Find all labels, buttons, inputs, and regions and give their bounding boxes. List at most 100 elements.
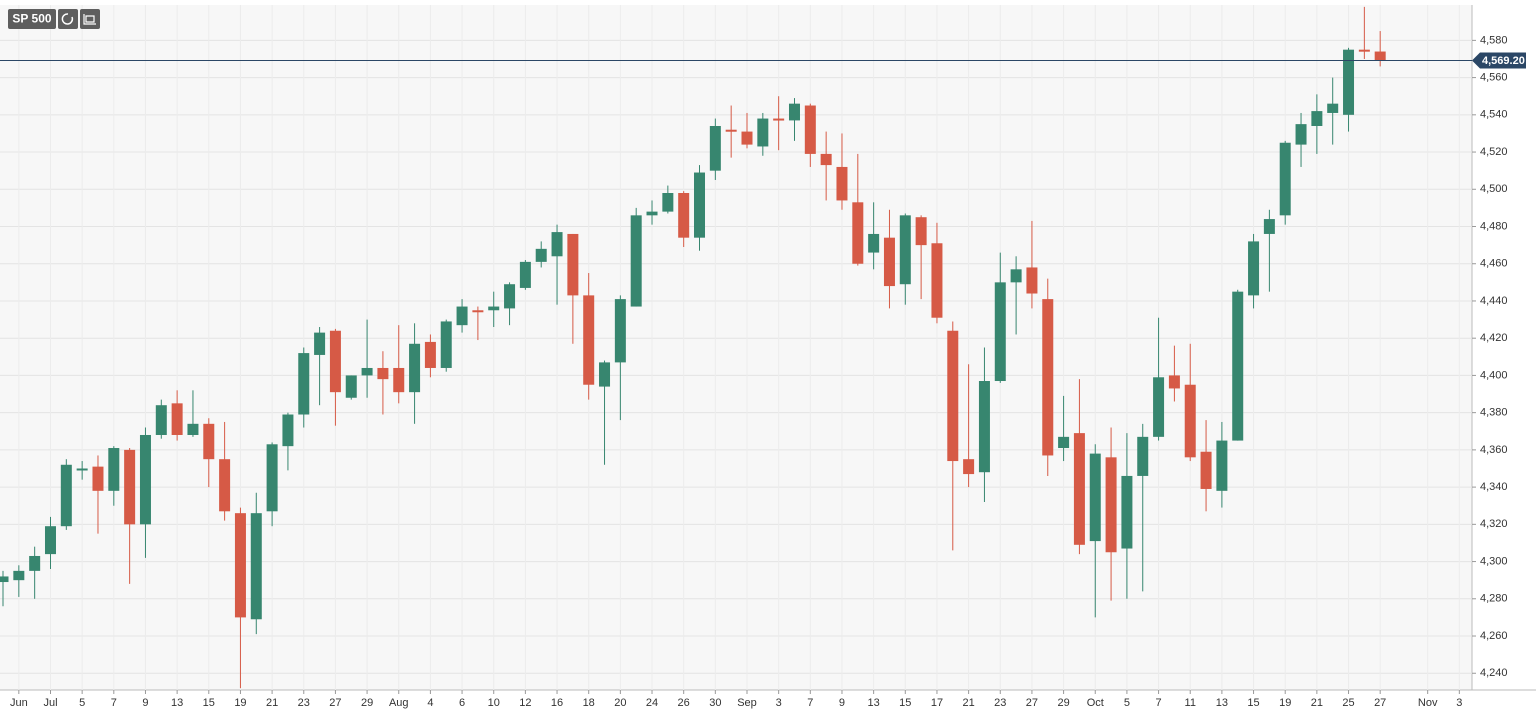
- candle-body: [92, 466, 104, 491]
- candle-body: [1216, 440, 1228, 491]
- plot-area: [0, 5, 1472, 690]
- candle-body: [1200, 451, 1212, 489]
- candle-body: [234, 513, 246, 618]
- y-tick-label: 4,540: [1480, 109, 1508, 121]
- candle-body: [219, 459, 231, 512]
- candle-body: [298, 353, 310, 415]
- symbol-badge[interactable]: [8, 9, 56, 29]
- candle-body: [1248, 241, 1260, 296]
- x-tick-label: 19: [1279, 697, 1291, 709]
- candle-body: [1358, 49, 1370, 52]
- candle-body: [788, 103, 800, 121]
- candle-body: [345, 375, 357, 398]
- x-tick-label: 21: [1311, 697, 1323, 709]
- x-tick-label: 29: [361, 697, 373, 709]
- candle-body: [314, 332, 326, 355]
- x-tick-label: Oct: [1087, 697, 1104, 709]
- settings-button[interactable]: [80, 9, 100, 29]
- x-tick-label: 3: [776, 697, 782, 709]
- candle-body: [1279, 142, 1291, 216]
- last-price-label: 4,569.20: [1482, 55, 1525, 67]
- x-tick-label: 16: [551, 697, 563, 709]
- candle-body: [1105, 457, 1117, 553]
- y-tick-label: 4,440: [1480, 295, 1508, 307]
- candle-body: [709, 125, 721, 171]
- candle-body: [773, 118, 785, 121]
- x-tick-label: 4: [427, 697, 433, 709]
- x-tick-label: 27: [1374, 697, 1386, 709]
- x-tick-label: 12: [519, 697, 531, 709]
- x-tick-label: 27: [329, 697, 341, 709]
- candle-body: [1026, 267, 1038, 294]
- candle-body: [978, 381, 990, 473]
- candle-body: [694, 172, 706, 238]
- candle-body: [820, 153, 832, 166]
- x-tick-label: 18: [583, 697, 595, 709]
- candle-body: [1168, 375, 1180, 389]
- y-tick-label: 4,520: [1480, 146, 1508, 158]
- toolbar: SP 500: [8, 9, 100, 29]
- x-tick-label: 17: [931, 697, 943, 709]
- refresh-icon: [61, 13, 74, 25]
- candle-body: [361, 367, 373, 376]
- candle-body: [741, 131, 753, 145]
- candle-body: [1058, 436, 1070, 449]
- candle-body: [915, 217, 927, 246]
- candle-body: [266, 444, 278, 512]
- y-tick-label: 4,420: [1480, 332, 1508, 344]
- x-tick-label: 15: [899, 697, 911, 709]
- candle-body: [662, 193, 674, 212]
- candle-body: [393, 367, 405, 393]
- candle-body: [44, 526, 56, 555]
- x-tick-label: 21: [962, 697, 974, 709]
- candle-body: [171, 403, 183, 435]
- y-tick-label: 4,400: [1480, 369, 1508, 381]
- y-tick-label: 4,380: [1480, 407, 1508, 419]
- candle-body: [1232, 291, 1244, 441]
- candle-body: [424, 341, 436, 368]
- x-tick-label: 9: [839, 697, 845, 709]
- refresh-button[interactable]: [58, 9, 78, 29]
- y-tick-label: 4,340: [1480, 481, 1508, 493]
- candle-body: [1042, 299, 1054, 456]
- candle-body: [583, 295, 595, 385]
- x-tick-label: 7: [1156, 697, 1162, 709]
- last-price-badge: [1472, 52, 1526, 69]
- y-tick-label: 4,320: [1480, 518, 1508, 530]
- candle-body: [947, 330, 959, 462]
- candle-body: [1295, 124, 1307, 145]
- candle-body: [899, 215, 911, 285]
- candle-body: [0, 576, 9, 583]
- settings-icon: [83, 14, 96, 25]
- x-tick-label: 19: [234, 697, 246, 709]
- candle-body: [519, 261, 531, 288]
- candle-body: [1121, 475, 1133, 549]
- y-tick-label: 4,460: [1480, 258, 1508, 270]
- x-tick-label: 3: [1456, 697, 1462, 709]
- candle-body: [994, 282, 1006, 382]
- x-tick-label: 21: [266, 697, 278, 709]
- candle-body: [883, 237, 895, 287]
- y-tick-label: 4,580: [1480, 34, 1508, 46]
- x-tick-label: 5: [1124, 697, 1130, 709]
- x-tick-label: Sep: [737, 697, 757, 709]
- y-tick-label: 4,260: [1480, 630, 1508, 642]
- y-tick-label: 4,480: [1480, 220, 1508, 232]
- chart-title: SP 500: [12, 12, 51, 26]
- candle-body: [868, 233, 880, 253]
- candle-body: [931, 243, 943, 318]
- x-tick-label: 23: [994, 697, 1006, 709]
- candle-body: [599, 362, 611, 387]
- candle-body: [757, 118, 769, 147]
- y-tick-label: 4,240: [1480, 667, 1508, 679]
- x-tick-label: 15: [1247, 697, 1259, 709]
- candle-body: [1263, 219, 1275, 234]
- candle-body: [187, 423, 199, 435]
- candle-body: [1311, 111, 1323, 126]
- candle-body: [1327, 103, 1339, 113]
- candle-body: [282, 414, 294, 447]
- x-tick-label: Aug: [389, 697, 409, 709]
- candle-body: [1010, 269, 1022, 283]
- candle-body: [488, 306, 500, 311]
